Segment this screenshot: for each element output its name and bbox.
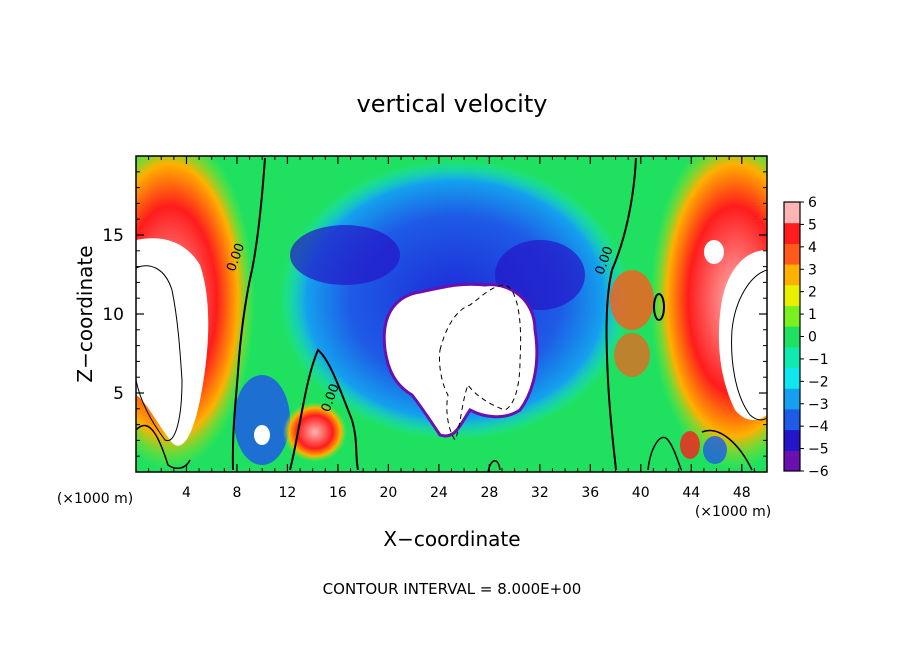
- x-axis-label: X−coordinate: [383, 527, 520, 551]
- x-unit-right: (×1000 m): [695, 504, 771, 520]
- colorbar-swatch: [784, 305, 800, 327]
- colorbar-swatch: [784, 388, 800, 410]
- x-tick-label: 4: [182, 485, 191, 501]
- chart-title: vertical velocity: [357, 90, 548, 118]
- mid-right-positive: [610, 270, 654, 330]
- lower-negative-cell: [234, 375, 290, 465]
- lower-positive-cell: [283, 402, 347, 462]
- colorbar-tick-label: −5: [808, 442, 829, 458]
- x-tick-label: 40: [632, 485, 650, 501]
- y-axis-label: Z−coordinate: [73, 245, 97, 382]
- y-tick-label: 15: [102, 226, 124, 246]
- y-tick-label: 10: [102, 305, 124, 325]
- contour-negative: [439, 284, 522, 441]
- contour-zero: [136, 424, 191, 470]
- colorbar-swatch: [784, 264, 800, 286]
- contour-zero: [653, 293, 665, 321]
- colorbar-swatch: [784, 367, 800, 389]
- colorbar-swatch: [784, 429, 800, 451]
- colorbar: 6 5 4 3 2 1 0 −1 −2 −3 −4 −5 −6: [783, 195, 829, 480]
- left-updraft-core: [136, 238, 209, 446]
- contour-zero: [701, 429, 753, 471]
- lower-right-negative: [703, 436, 727, 464]
- x-tick-label: 16: [329, 485, 347, 501]
- colorbar-tick-label: −2: [808, 374, 829, 390]
- mid-right-positive: [680, 431, 700, 459]
- colorbar-swatch: [784, 346, 800, 369]
- y-axis: 5 10 15: [102, 171, 767, 457]
- right-updraft-core: [704, 240, 724, 264]
- colorbar-tick-label: 6: [808, 195, 817, 211]
- colorbar-tick-label: −1: [808, 352, 829, 368]
- right-updraft-core: [718, 250, 767, 420]
- colorbar-swatch: [784, 284, 800, 306]
- x-unit-left: (×1000 m): [57, 491, 133, 507]
- colorbar-tick-label: 5: [808, 217, 817, 233]
- mid-right-positive: [614, 333, 650, 377]
- x-tick-label: 20: [379, 485, 397, 501]
- y-tick-label: 5: [113, 384, 124, 404]
- x-tick-label: 24: [430, 485, 448, 501]
- colorbar-swatch: [784, 450, 800, 472]
- colorbar-tick-label: 1: [808, 307, 817, 323]
- x-tick-label: 12: [279, 485, 297, 501]
- contour-zero: [231, 157, 266, 471]
- colorbar-tick-label: 4: [808, 240, 817, 256]
- colorbar-tick-label: 0: [808, 330, 817, 346]
- colorbar-tick-label: 2: [808, 285, 817, 301]
- colorbar-tick-label: −6: [808, 464, 829, 480]
- colorbar-swatch: [784, 202, 800, 224]
- colorbar-tick-label: −3: [808, 397, 829, 413]
- velocity-field: [136, 156, 767, 472]
- x-tick-label: 48: [733, 485, 751, 501]
- x-tick-label: 8: [232, 485, 241, 501]
- contour-interval-note: CONTOUR INTERVAL = 8.000E+00: [323, 580, 582, 598]
- lower-negative-cell: [254, 425, 270, 445]
- offscale-negative-region: [382, 282, 539, 438]
- colorbar-tick-label: −4: [808, 419, 829, 435]
- downdraft-core: [290, 225, 400, 285]
- colorbar-tick-label: 3: [808, 262, 817, 278]
- contour-zero: [605, 157, 637, 471]
- contour-positive: [136, 265, 183, 442]
- x-tick-label: 32: [531, 485, 549, 501]
- colorbar-swatch: [784, 243, 800, 265]
- colorbar-swatch: [784, 222, 800, 244]
- x-axis: 4 8 12 16 20 24 28 32 36 40 44 48: [148, 156, 755, 501]
- contour-positive: [731, 269, 767, 421]
- x-tick-label: 44: [682, 485, 700, 501]
- contour-zero: [487, 460, 501, 472]
- x-tick-label: 36: [581, 485, 599, 501]
- contour-zero: [289, 348, 359, 471]
- x-tick-label: 28: [480, 485, 498, 501]
- colorbar-swatch: [784, 326, 800, 348]
- colorbar-swatch: [784, 408, 800, 431]
- contour-zero: [647, 436, 683, 471]
